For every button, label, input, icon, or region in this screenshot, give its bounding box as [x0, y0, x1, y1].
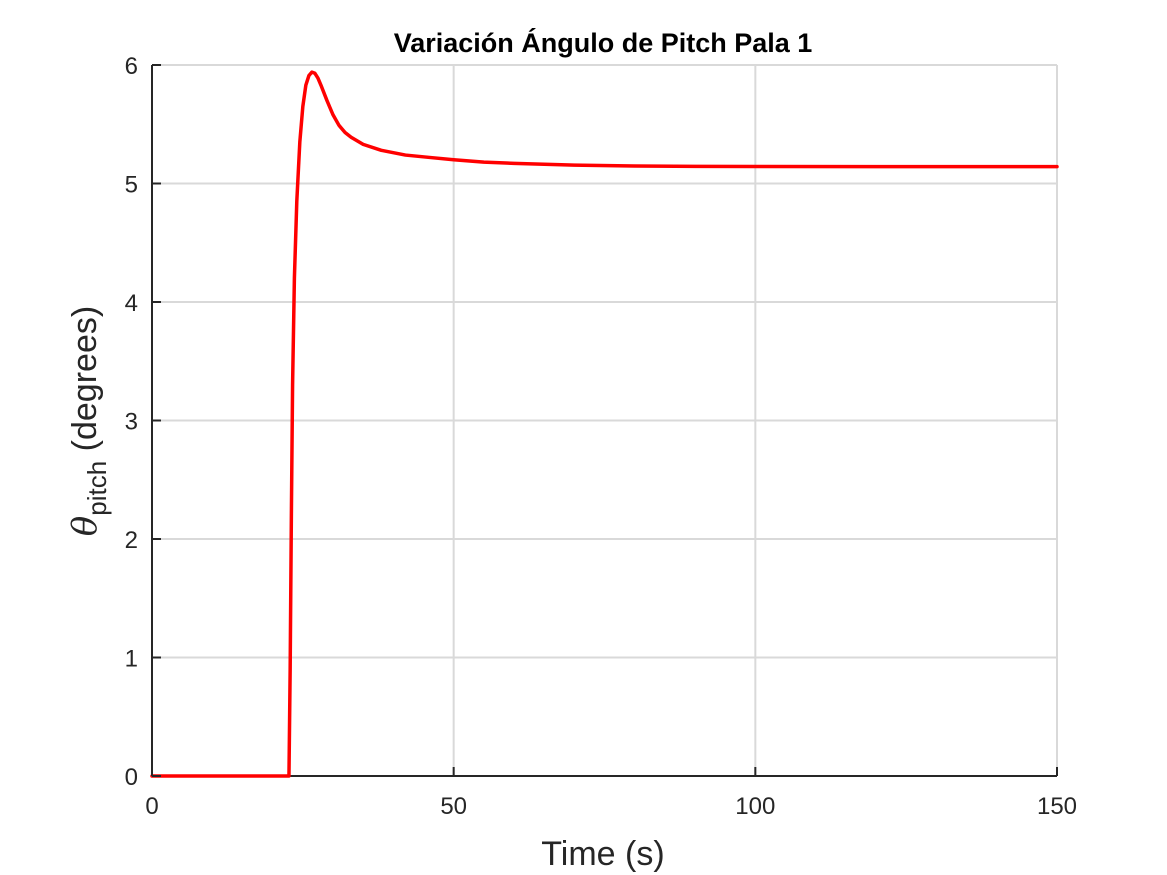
y-tick-label-6: 6	[125, 53, 138, 80]
y-axis-label-suffix: (degrees)	[66, 306, 104, 461]
x-tick-label-0: 0	[145, 793, 158, 820]
x-tick-label-3: 150	[1037, 793, 1077, 820]
x-axis-label: Time (s)	[541, 835, 664, 873]
series-layer	[150, 70, 1059, 778]
y-tick-label-3: 3	[125, 409, 138, 436]
y-axis-label: θpitch (degrees)	[65, 306, 112, 536]
y-tick-label-2: 2	[125, 527, 138, 554]
y-tick-label-4: 4	[125, 290, 138, 317]
chart-title: Variación Ángulo de Pitch Pala 1	[394, 27, 813, 58]
y-axis-label-symbol: θ	[65, 516, 105, 536]
y-axis-label-subscript: pitch	[82, 461, 112, 516]
x-tick-label-2: 100	[735, 793, 775, 820]
y-tick-label-1: 1	[125, 646, 138, 673]
grid-layer	[152, 64, 1058, 776]
y-tick-label-0: 0	[125, 764, 138, 791]
tick-layer: 0 50 100 150 0 1 2 3 4 5 6	[125, 53, 1077, 820]
series-line-0	[150, 70, 1059, 778]
y-tick-label-5: 5	[125, 172, 138, 199]
x-tick-label-1: 50	[440, 793, 467, 820]
